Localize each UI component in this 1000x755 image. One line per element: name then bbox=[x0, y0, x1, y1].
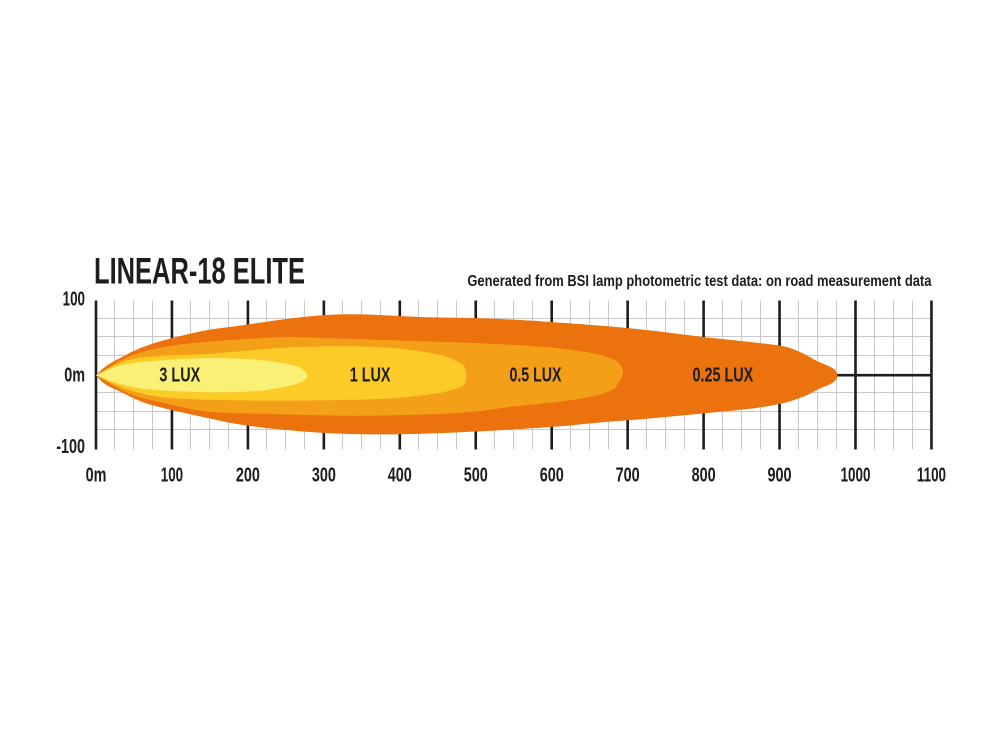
svg-text:200: 200 bbox=[236, 463, 260, 486]
svg-text:100: 100 bbox=[63, 288, 85, 310]
svg-text:100: 100 bbox=[161, 464, 183, 486]
svg-text:300: 300 bbox=[312, 463, 336, 486]
svg-text:0.25 LUX: 0.25 LUX bbox=[693, 363, 754, 386]
svg-text:0.5 LUX: 0.5 LUX bbox=[509, 363, 561, 386]
svg-text:1100: 1100 bbox=[917, 464, 946, 486]
svg-text:1000: 1000 bbox=[841, 464, 871, 486]
svg-text:-100: -100 bbox=[56, 435, 85, 458]
svg-text:600: 600 bbox=[540, 463, 564, 486]
svg-text:3 LUX: 3 LUX bbox=[159, 363, 200, 386]
svg-text:1 LUX: 1 LUX bbox=[350, 363, 391, 386]
svg-text:0m: 0m bbox=[64, 363, 85, 386]
svg-text:700: 700 bbox=[616, 463, 640, 486]
svg-text:LINEAR-18 ELITE: LINEAR-18 ELITE bbox=[94, 250, 305, 292]
svg-text:800: 800 bbox=[692, 463, 716, 486]
svg-text:900: 900 bbox=[768, 463, 792, 486]
svg-text:Generated from BSI lamp photom: Generated from BSI lamp photometric test… bbox=[467, 273, 932, 291]
svg-text:400: 400 bbox=[388, 463, 412, 486]
svg-text:0m: 0m bbox=[86, 463, 107, 486]
svg-text:500: 500 bbox=[464, 463, 488, 486]
